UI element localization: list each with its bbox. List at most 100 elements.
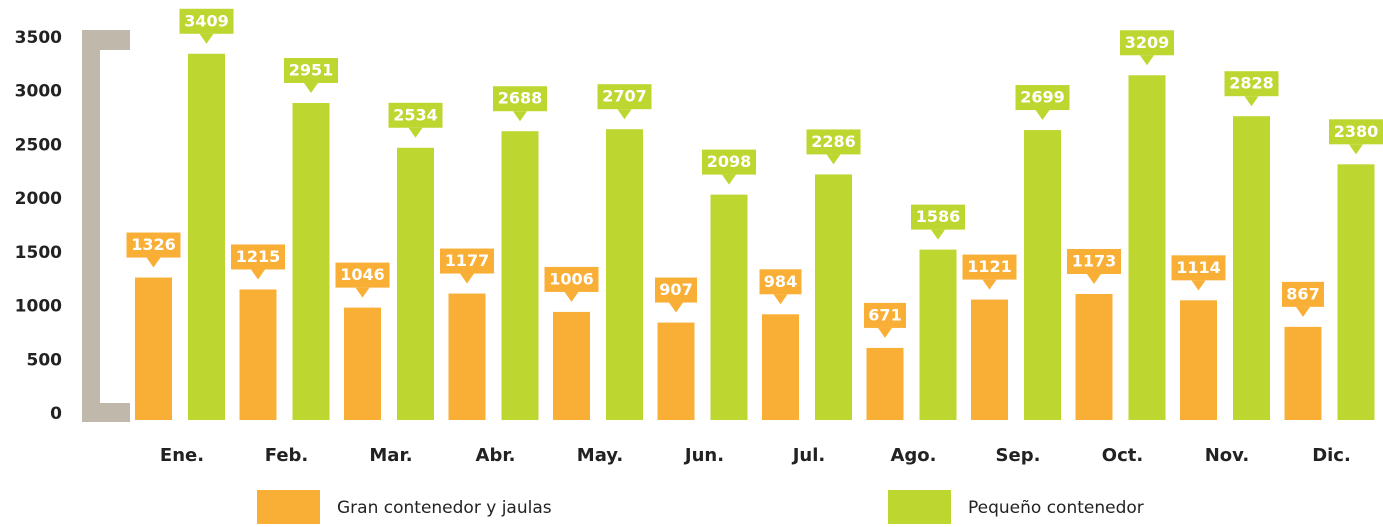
value-label-box — [1224, 71, 1279, 97]
y-tick-label: 2500 — [15, 135, 62, 155]
value-label-box — [335, 262, 390, 288]
x-tick-label: Jun. — [683, 445, 724, 466]
value-label-pointer — [408, 127, 423, 138]
value-label-box — [231, 244, 285, 270]
bar — [762, 314, 799, 420]
x-tick-label: Abr. — [476, 445, 516, 466]
bar — [866, 347, 904, 420]
value-label: 3409 — [184, 11, 229, 30]
x-tick-label: Jul. — [791, 445, 826, 466]
value-label-pointer — [1191, 280, 1206, 291]
value-label-pointer — [1087, 273, 1101, 284]
value-label: 2707 — [602, 87, 647, 106]
value-label-pointer — [722, 174, 736, 185]
value-label-box — [440, 248, 494, 274]
value-label-box — [864, 302, 906, 328]
x-tick-label: Nov. — [1205, 445, 1250, 466]
value-label-pointer — [931, 229, 945, 240]
y-tick-label: 500 — [27, 350, 63, 370]
bar — [188, 53, 225, 420]
legend-label: Pequeño contenedor — [968, 498, 1144, 518]
value-label: 1215 — [236, 247, 281, 266]
value-label-box — [655, 277, 697, 303]
value-label: 2098 — [707, 152, 752, 171]
bar — [657, 322, 695, 420]
bar — [919, 249, 957, 420]
value-label-pointer — [982, 279, 997, 290]
value-label: 2688 — [498, 89, 543, 108]
x-tick-label: Sep. — [996, 445, 1041, 466]
value-label: 2828 — [1229, 74, 1274, 93]
bar — [606, 129, 643, 420]
bar — [1180, 300, 1217, 420]
value-label-box — [179, 8, 234, 34]
value-label: 1173 — [1072, 251, 1117, 270]
value-label-pointer — [1140, 55, 1154, 66]
value-label: 2951 — [289, 60, 334, 79]
value-label: 2699 — [1020, 88, 1065, 107]
bar — [135, 277, 172, 420]
value-label-box — [597, 84, 652, 110]
value-label-box — [911, 204, 965, 230]
y-tick-label: 0 — [50, 404, 62, 424]
x-tick-label: May. — [577, 445, 623, 466]
y-tick-label: 2000 — [15, 189, 62, 209]
value-label-pointer — [1244, 96, 1259, 107]
value-label-box — [284, 57, 338, 83]
bar — [448, 293, 486, 420]
value-label: 1121 — [967, 257, 1012, 276]
bar — [292, 102, 330, 421]
value-label-pointer — [773, 294, 788, 305]
value-label-pointer — [304, 82, 318, 93]
bar — [1337, 164, 1375, 420]
x-tick-label: Oct. — [1102, 445, 1143, 466]
value-label-pointer — [146, 257, 161, 268]
value-label-box — [1067, 248, 1121, 274]
bar — [815, 174, 852, 420]
x-tick-label: Dic. — [1312, 445, 1351, 466]
value-label: 907 — [659, 280, 692, 299]
value-label-box — [1120, 30, 1174, 56]
bar — [1075, 293, 1113, 420]
value-label-box — [1015, 85, 1070, 111]
value-label-box — [544, 266, 599, 292]
bar — [501, 131, 539, 420]
value-label: 984 — [764, 272, 797, 291]
value-label-pointer — [669, 302, 683, 313]
value-label: 3209 — [1125, 33, 1170, 52]
x-tick-label: Feb. — [265, 445, 309, 466]
value-label-pointer — [513, 111, 527, 122]
value-label-pointer — [878, 327, 892, 338]
value-label-pointer — [826, 154, 841, 165]
value-label-pointer — [1349, 144, 1363, 155]
bar — [1128, 75, 1166, 420]
bar — [397, 147, 434, 420]
value-label-box — [126, 232, 181, 258]
value-label-pointer — [1035, 110, 1050, 121]
y-tick-label: 1000 — [15, 297, 62, 317]
value-label-pointer — [564, 291, 579, 302]
value-label-box — [1171, 255, 1226, 281]
value-label: 1177 — [445, 251, 490, 270]
value-label: 1114 — [1176, 258, 1221, 277]
y-tick-label: 3000 — [15, 82, 62, 102]
axis-bracket — [82, 30, 130, 422]
bar — [344, 307, 381, 420]
value-label-box — [806, 129, 861, 155]
value-label-pointer — [617, 109, 632, 120]
value-label-box — [1282, 281, 1324, 307]
bar — [1024, 130, 1061, 420]
value-label-box — [1329, 119, 1383, 145]
value-label-box — [962, 254, 1017, 280]
bar — [239, 289, 277, 420]
value-label-pointer — [460, 273, 474, 284]
value-label: 1326 — [131, 235, 176, 254]
value-label-box — [702, 149, 756, 175]
bar — [1233, 116, 1270, 420]
value-label-box — [388, 102, 443, 128]
value-label: 1586 — [916, 207, 961, 226]
value-label: 2380 — [1334, 122, 1379, 141]
value-label: 1046 — [340, 265, 385, 284]
value-label: 2534 — [393, 105, 438, 124]
